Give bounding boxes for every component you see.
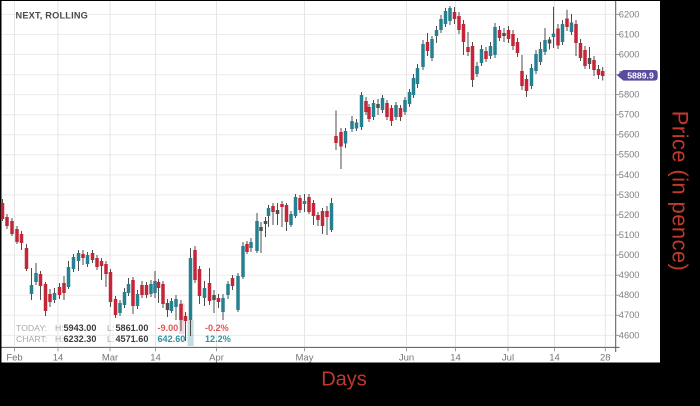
svg-text:Mar: Mar [102,353,118,364]
svg-text:642.60: 642.60 [158,334,186,344]
svg-text:5100: 5100 [619,230,640,240]
svg-text:Feb: Feb [6,353,22,364]
svg-text:TODAY:: TODAY: [16,323,47,333]
svg-text:4800: 4800 [619,290,640,300]
svg-text:6200: 6200 [619,9,640,19]
svg-text:L:: L: [107,334,114,344]
svg-text:Apr: Apr [209,353,224,364]
svg-text:5800: 5800 [619,90,640,100]
svg-text:5400: 5400 [619,170,640,180]
svg-text:NEXT, ROLLING: NEXT, ROLLING [16,11,89,21]
svg-text:4571.60: 4571.60 [116,334,149,344]
svg-text:H:: H: [55,334,64,344]
svg-text:14: 14 [53,353,64,364]
svg-text:12.2%: 12.2% [205,334,231,344]
svg-text:-9.00: -9.00 [158,323,179,333]
svg-text:5000: 5000 [619,250,640,260]
svg-text:6000: 6000 [619,49,640,59]
svg-text:5943.00: 5943.00 [64,323,97,333]
svg-text:May: May [296,353,314,364]
svg-text:28: 28 [600,353,611,364]
svg-text:Jun: Jun [399,353,414,364]
svg-text:14: 14 [450,353,461,364]
svg-text:H:: H: [55,323,64,333]
svg-text:5861.00: 5861.00 [116,323,149,333]
svg-text:Days: Days [321,369,367,391]
svg-text:5700: 5700 [619,110,640,120]
svg-text:6232.30: 6232.30 [64,334,97,344]
svg-text:Jul: Jul [502,353,514,364]
svg-text:4600: 4600 [619,330,640,340]
svg-text:14: 14 [150,353,161,364]
svg-text:14: 14 [549,353,560,364]
svg-text:CHART:: CHART: [16,334,47,344]
svg-text:5300: 5300 [619,190,640,200]
svg-text:5500: 5500 [619,150,640,160]
svg-text:5200: 5200 [619,210,640,220]
svg-text:L:: L: [107,323,114,333]
svg-text:5600: 5600 [619,130,640,140]
svg-text:Price (in pence): Price (in pence) [668,111,693,271]
svg-text:-0.2%: -0.2% [205,323,229,333]
svg-text:6100: 6100 [619,29,640,39]
svg-text:4700: 4700 [619,310,640,320]
svg-text:5889.9: 5889.9 [627,71,654,81]
svg-text:4900: 4900 [619,270,640,280]
